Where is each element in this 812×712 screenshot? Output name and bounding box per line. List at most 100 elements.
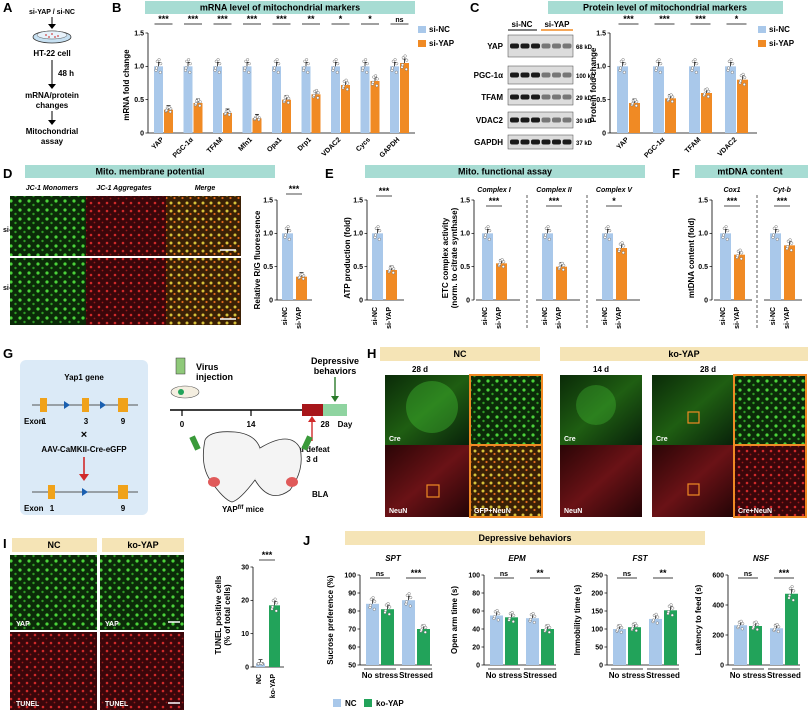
- data-point: [502, 260, 506, 264]
- significance-label: ***: [489, 196, 500, 206]
- panel-d-header-bg: [25, 165, 275, 178]
- data-point: [371, 80, 375, 84]
- micrograph-aggregates-nc: [86, 196, 167, 256]
- bar-nc: [526, 618, 539, 665]
- arrow-up-icon: [308, 416, 316, 422]
- data-point: [655, 621, 659, 625]
- significance-label: ***: [411, 568, 422, 578]
- data-point: [742, 82, 746, 86]
- data-point: [390, 265, 394, 269]
- label-cre-neun: Cre+NeuN: [738, 508, 772, 515]
- data-point: [620, 626, 624, 630]
- data-point: [621, 251, 625, 255]
- y-tick-label: 600: [712, 572, 724, 579]
- panel-letter-b: B: [112, 0, 121, 15]
- data-point: [777, 625, 781, 629]
- bar-si-nc: [183, 66, 193, 133]
- panel-d: D Mito. membrane potential JC-1 Monomers…: [3, 165, 275, 325]
- bar-ko-yap: [269, 605, 280, 667]
- data-point: [623, 62, 627, 66]
- panel-e-header-bg: [365, 165, 645, 178]
- significance-label: **: [536, 568, 544, 578]
- data-point: [500, 258, 504, 262]
- legend-si-yap: si-YAP: [769, 39, 795, 48]
- group-label: No stress: [486, 671, 523, 680]
- data-point: [257, 662, 261, 666]
- data-point: [286, 101, 290, 105]
- data-point: [788, 238, 792, 242]
- blot-band: [520, 139, 530, 145]
- significance-label: ***: [659, 14, 670, 24]
- bar-si-yap: [665, 98, 676, 133]
- bar-ko-yap: [664, 610, 677, 665]
- bar-si-yap: [701, 93, 712, 133]
- data-point: [185, 59, 189, 63]
- data-point: [622, 70, 626, 74]
- step-assay-label: assay: [41, 137, 64, 146]
- legend-si-nc: si-NC: [769, 25, 790, 34]
- data-point: [726, 229, 730, 233]
- data-point: [729, 58, 733, 62]
- data-point: [286, 225, 290, 229]
- complex-label: Complex V: [596, 187, 634, 194]
- h-time-14: 14 d: [593, 365, 609, 374]
- blot-band: [552, 94, 561, 100]
- data-point: [375, 84, 379, 88]
- y-tick-label: 0.5: [698, 264, 708, 271]
- data-point: [727, 66, 731, 70]
- data-point: [227, 113, 231, 117]
- data-point: [741, 72, 745, 76]
- h-nc-header-bg: [380, 347, 540, 361]
- legend-si-nc: si-NC: [429, 25, 450, 34]
- group-label: Stressed: [523, 671, 557, 680]
- data-point: [789, 248, 793, 252]
- bar-si-yap: [252, 118, 262, 133]
- data-point: [374, 233, 378, 237]
- bar-si-yap: [341, 85, 350, 133]
- bar-si-yap: [223, 113, 232, 133]
- data-point: [277, 62, 281, 66]
- injection-site: [178, 389, 184, 395]
- data-point: [544, 628, 548, 632]
- blot-band: [510, 72, 519, 78]
- bar-si-nc: [770, 233, 781, 300]
- y-tick-label: 100: [591, 626, 603, 633]
- micrograph-merge-zoom: [469, 444, 543, 518]
- blot-membrane: [507, 34, 574, 58]
- y-tick-label: 1.5: [596, 30, 606, 37]
- bar-si-yap: [370, 81, 380, 133]
- significance-label: **: [659, 568, 667, 578]
- blot-membrane: [507, 88, 574, 106]
- y-tick-label: 40: [472, 626, 480, 633]
- cell-line-label: HT-22 cell: [33, 49, 70, 58]
- significance-label: *: [339, 14, 343, 24]
- blot-row-label: TFAM: [481, 93, 503, 102]
- legend-swatch-nc: [333, 699, 341, 707]
- panel-j: J Depressive behaviors NC ko-YAP: [303, 531, 705, 708]
- y-tick-label: 0: [359, 297, 363, 304]
- blot-kd-label: 100 kD: [576, 74, 596, 80]
- bar-si-nc: [242, 66, 252, 133]
- data-point: [658, 70, 662, 74]
- significance-label: ***: [695, 14, 706, 24]
- y-tick-label: 60: [472, 608, 480, 615]
- data-point: [332, 66, 336, 70]
- bar-nc: [256, 663, 265, 667]
- data-point: [300, 272, 304, 276]
- y-tick-label: 0: [140, 130, 144, 137]
- data-point: [400, 65, 404, 69]
- panel-c-header-bg: [548, 1, 783, 14]
- data-point: [670, 99, 674, 103]
- data-point: [546, 225, 550, 229]
- data-point: [223, 111, 227, 115]
- gene-label: Cox1: [723, 187, 740, 194]
- mice-genotype: f/f: [238, 505, 245, 511]
- data-point: [727, 59, 731, 63]
- data-point: [346, 81, 350, 85]
- data-point: [740, 251, 744, 255]
- y-tick-label: 90: [348, 590, 356, 597]
- data-point: [374, 226, 378, 230]
- x-tick-label: si-NC: [482, 307, 489, 325]
- data-point: [305, 58, 309, 62]
